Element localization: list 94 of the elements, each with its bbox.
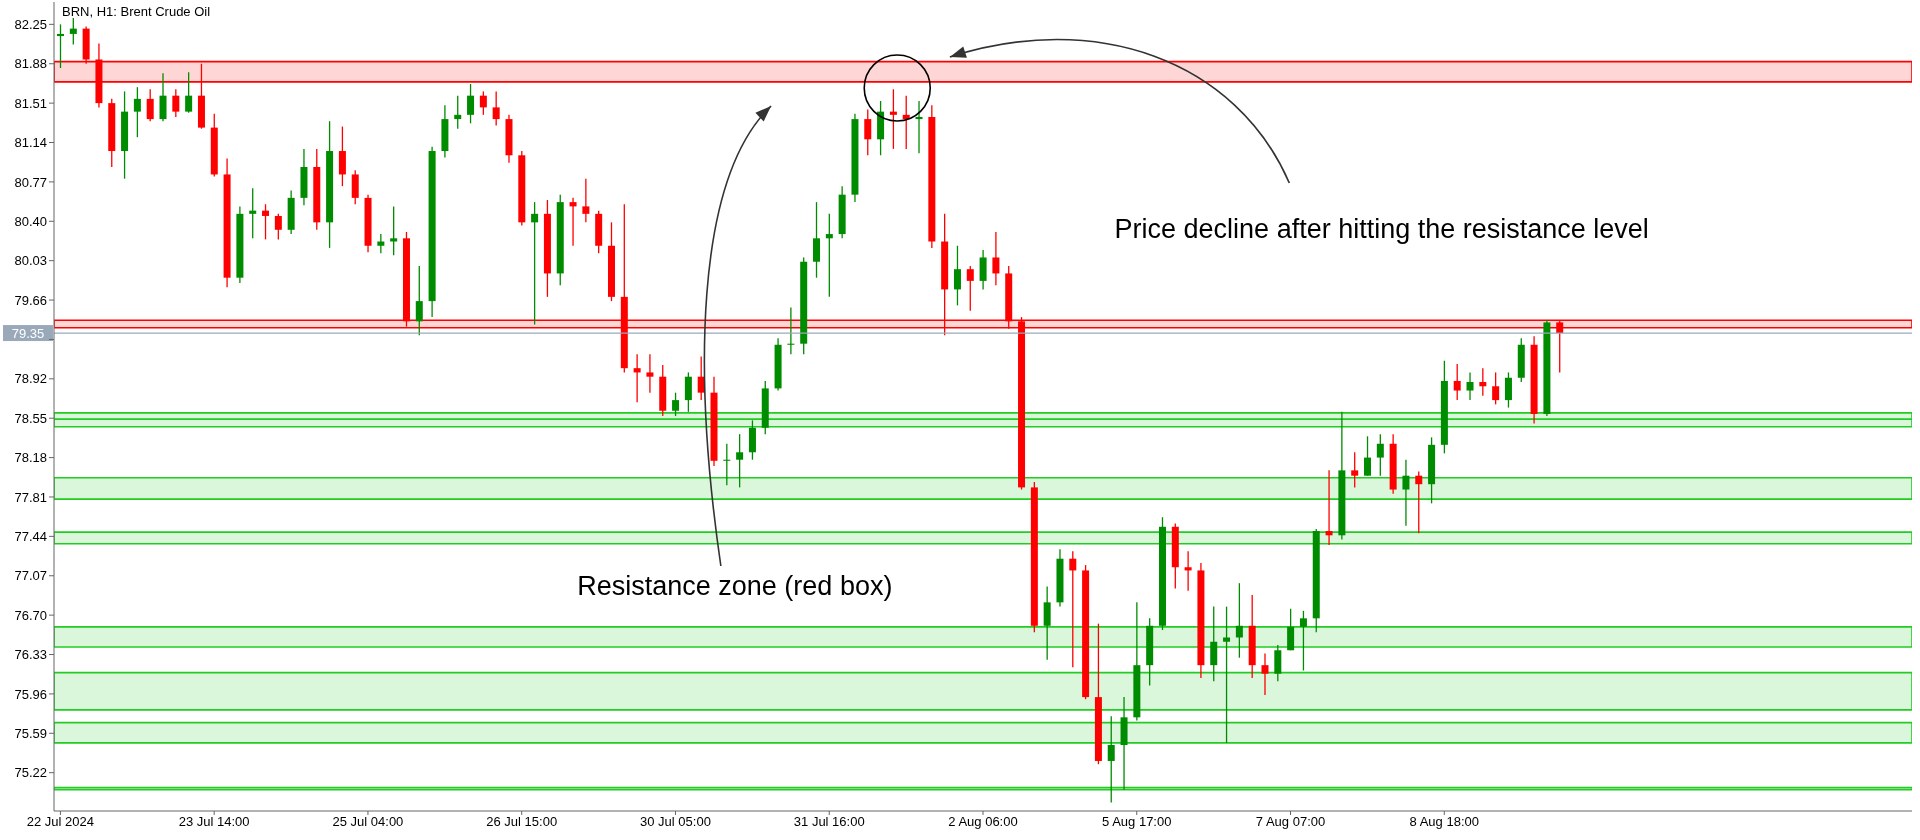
- y-tick-label: 77.07: [14, 568, 47, 584]
- candlestick: [1274, 644, 1282, 682]
- candlestick: [1261, 652, 1269, 696]
- candlestick: [813, 201, 821, 279]
- candlestick: [1492, 371, 1500, 406]
- candlestick: [1466, 371, 1474, 401]
- candlestick: [1235, 582, 1243, 659]
- annotation: Price decline after hitting the resistance level: [1114, 214, 1649, 244]
- x-tick-label: 31 Jul 16:00: [793, 814, 865, 830]
- candlestick: [1556, 319, 1564, 374]
- candlestick: [1287, 608, 1295, 651]
- x-tick-label: 22 Jul 2024: [26, 814, 95, 830]
- candlestick: [1069, 550, 1077, 668]
- candlestick: [1351, 451, 1359, 489]
- candlestick: [492, 90, 500, 127]
- candlestick: [1223, 605, 1231, 744]
- candlestick: [1479, 367, 1487, 397]
- candlestick: [1043, 585, 1051, 661]
- candlestick: [467, 83, 475, 124]
- y-tick-label: 78.92: [14, 371, 47, 387]
- candlestick: [351, 169, 359, 205]
- candlestick: [1453, 363, 1461, 401]
- y-tick-label: 77.44: [14, 528, 47, 544]
- y-tick-label: 80.03: [14, 253, 47, 269]
- y-tick-label: 75.96: [14, 686, 47, 702]
- y-tick-label: 76.70: [14, 607, 47, 623]
- candlestick: [185, 71, 193, 114]
- candlestick: [479, 90, 487, 116]
- candlestick: [672, 392, 680, 417]
- candlestick: [377, 233, 385, 254]
- x-tick-label: 30 Jul 05:00: [640, 814, 711, 830]
- candlestick: [723, 443, 731, 486]
- candlestick: [249, 187, 257, 239]
- candlestick: [146, 88, 154, 122]
- candlestick: [338, 125, 346, 187]
- candlestick: [864, 108, 872, 156]
- y-tick-label: 81.51: [14, 95, 47, 111]
- annotation: Resistance zone (red box): [577, 571, 893, 601]
- candlestick: [1184, 550, 1192, 592]
- candlestick: [390, 205, 398, 256]
- x-tick-label: 7 Aug 07:00: [1255, 814, 1326, 830]
- x-tick-label: 25 Jul 04:00: [332, 814, 404, 830]
- candlestick: [531, 201, 539, 326]
- candlestick: [274, 213, 282, 241]
- candlestick: [736, 433, 744, 489]
- y-tick-label: 76.33: [14, 647, 47, 663]
- y-tick-label: 75.59: [14, 725, 47, 741]
- ref-line-label: 79.35: [11, 326, 45, 342]
- candlestick: [569, 197, 577, 247]
- candlestick: [69, 17, 77, 46]
- y-tick-label: 81.14: [14, 135, 47, 151]
- candlestick: [1325, 469, 1333, 546]
- candlestick: [787, 306, 795, 355]
- y-tick-label: 77.81: [14, 489, 47, 505]
- candlestick: [1376, 433, 1384, 477]
- candlestick: [159, 72, 167, 122]
- y-tick-label: 81.88: [14, 56, 47, 72]
- candlestick: [966, 265, 974, 312]
- candlestick: [133, 86, 141, 138]
- y-tick-label: 78.18: [14, 450, 47, 466]
- y-tick-label: 75.22: [14, 765, 47, 781]
- candlestick: [262, 203, 270, 241]
- candlestick: [454, 95, 462, 130]
- candlestick: [889, 88, 897, 150]
- candlestick: [415, 265, 423, 336]
- candlestick: [172, 88, 180, 118]
- candlestick: [57, 23, 64, 69]
- candlestick: [646, 353, 654, 394]
- x-tick-label: 2 Aug 06:00: [948, 814, 1018, 830]
- candlestick: [582, 178, 590, 223]
- candlestick: [1415, 470, 1423, 534]
- candlestick: [684, 371, 692, 413]
- y-tick-label: 78.55: [14, 410, 47, 426]
- candlestick: [915, 100, 923, 154]
- x-tick-label: 23 Jul 14:00: [178, 814, 250, 830]
- y-tick-label: 80.77: [14, 174, 47, 190]
- candlestick: [979, 249, 987, 291]
- candlestick: [1402, 459, 1410, 527]
- x-tick-label: 26 Jul 15:00: [486, 814, 558, 830]
- candlestick: [1210, 605, 1218, 682]
- y-tick-label: 80.40: [14, 213, 47, 229]
- candlestick: [825, 213, 833, 298]
- candlestick: [953, 245, 961, 307]
- candlestick: [1504, 371, 1512, 409]
- candlestick: [1107, 715, 1115, 804]
- candlestick: [633, 353, 641, 403]
- x-tick-label: 5 Aug 17:00: [1102, 814, 1172, 830]
- candlestick: [1364, 435, 1372, 477]
- x-tick-label: 8 Aug 18:00: [1409, 814, 1479, 830]
- y-tick-label: 79.66: [14, 292, 47, 308]
- candlestick: [992, 231, 1000, 286]
- y-tick-label: 82.25: [14, 16, 47, 32]
- candlestick: [1299, 610, 1307, 672]
- chart-title: BRN, H1: Brent Crude Oil: [62, 4, 211, 19]
